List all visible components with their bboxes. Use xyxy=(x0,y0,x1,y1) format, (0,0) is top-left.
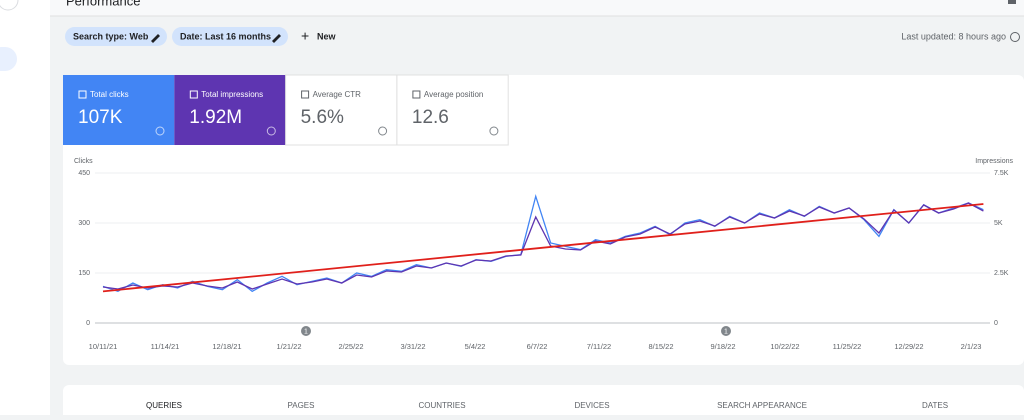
tab[interactable]: DATES xyxy=(922,401,948,410)
y2-tick-label: 0 xyxy=(994,320,998,327)
metric-value: 107K xyxy=(78,107,123,128)
x-tick-label: 6/7/22 xyxy=(527,342,548,351)
metric-value: 1.92M xyxy=(189,107,242,128)
metric-label: Total clicks xyxy=(90,90,129,99)
metric-help[interactable] xyxy=(378,126,388,136)
metric-tile[interactable] xyxy=(396,74,509,146)
tab[interactable]: COUNTRIES xyxy=(418,401,465,410)
metric-help[interactable] xyxy=(266,126,276,136)
filter-chip[interactable] xyxy=(172,27,288,46)
y-tick-label: 450 xyxy=(78,170,90,177)
x-tick-label: 7/11/22 xyxy=(587,342,611,351)
tab[interactable]: DEVICES xyxy=(574,401,609,410)
y2-tick-label: 2.5K xyxy=(994,270,1009,277)
metric-checkbox xyxy=(412,90,421,99)
metric-value: 12.6 xyxy=(412,107,449,128)
x-tick-label: 10/11/21 xyxy=(89,342,118,351)
metric-checkbox xyxy=(78,90,87,99)
x-tick-label: 9/18/22 xyxy=(710,342,735,351)
metric-help[interactable] xyxy=(489,126,499,136)
edit-icon xyxy=(272,34,281,43)
help-icon[interactable] xyxy=(1010,32,1020,42)
x-tick-label: 2/1/23 xyxy=(961,342,982,351)
metric-checkbox xyxy=(189,90,198,99)
x-tick-label: 3/31/22 xyxy=(400,342,425,351)
y2-tick-label: 5K xyxy=(994,220,1003,227)
x-tick-label: 5/4/22 xyxy=(465,342,486,351)
x-tick-label: 1/21/22 xyxy=(276,342,301,351)
y-tick-label: 0 xyxy=(86,320,90,327)
series-line xyxy=(102,202,984,290)
export-icon[interactable] xyxy=(1008,0,1016,4)
page-title: Performance xyxy=(66,0,140,8)
x-tick-label: 11/25/22 xyxy=(833,342,862,351)
metric-help[interactable] xyxy=(155,126,165,136)
annotation-marker[interactable] xyxy=(301,326,311,336)
metric-tile[interactable] xyxy=(174,75,286,145)
tabs-card xyxy=(63,385,1024,420)
annotation-label: 1 xyxy=(724,328,728,335)
y-tick-label: 300 xyxy=(78,220,90,227)
x-tick-label: 8/15/22 xyxy=(648,342,673,351)
edit-icon xyxy=(151,34,160,43)
metric-label: Total impressions xyxy=(201,90,263,99)
tab[interactable]: QUERIES xyxy=(146,401,182,410)
metric-label: Average position xyxy=(424,90,483,99)
header xyxy=(50,0,1024,16)
y2-tick-label: 7.5K xyxy=(994,170,1009,177)
annotation-label: 1 xyxy=(304,328,308,335)
metric-label: Average CTR xyxy=(313,90,362,99)
y2-axis-title: Impressions xyxy=(975,158,1013,165)
tab[interactable]: PAGES xyxy=(288,401,315,410)
x-tick-label: 2/25/22 xyxy=(338,342,363,351)
x-tick-label: 12/18/21 xyxy=(212,342,241,351)
filter-chip[interactable] xyxy=(65,27,167,46)
last-updated: Last updated: 8 hours ago xyxy=(901,31,1006,41)
new-button[interactable]: New xyxy=(317,31,337,41)
new-plus: + xyxy=(301,28,309,44)
filter-label: Date: Last 16 months xyxy=(180,31,271,41)
menu-button[interactable] xyxy=(0,0,19,11)
trend-line xyxy=(102,203,984,293)
filter-label: Search type: Web xyxy=(73,31,149,41)
nav-active[interactable] xyxy=(0,47,17,71)
y-axis-title: Clicks xyxy=(74,158,93,165)
metric-value: 5.6% xyxy=(301,107,344,128)
y-tick-label: 150 xyxy=(78,270,90,277)
x-tick-label: 11/14/21 xyxy=(151,342,180,351)
x-tick-label: 10/22/22 xyxy=(770,342,799,351)
metric-tile[interactable] xyxy=(285,74,398,146)
metric-checkbox xyxy=(301,90,310,99)
tab[interactable]: SEARCH APPEARANCE xyxy=(717,401,807,410)
x-tick-label: 12/29/22 xyxy=(894,342,923,351)
metric-tile[interactable] xyxy=(63,75,175,145)
annotation-marker[interactable] xyxy=(721,326,731,336)
